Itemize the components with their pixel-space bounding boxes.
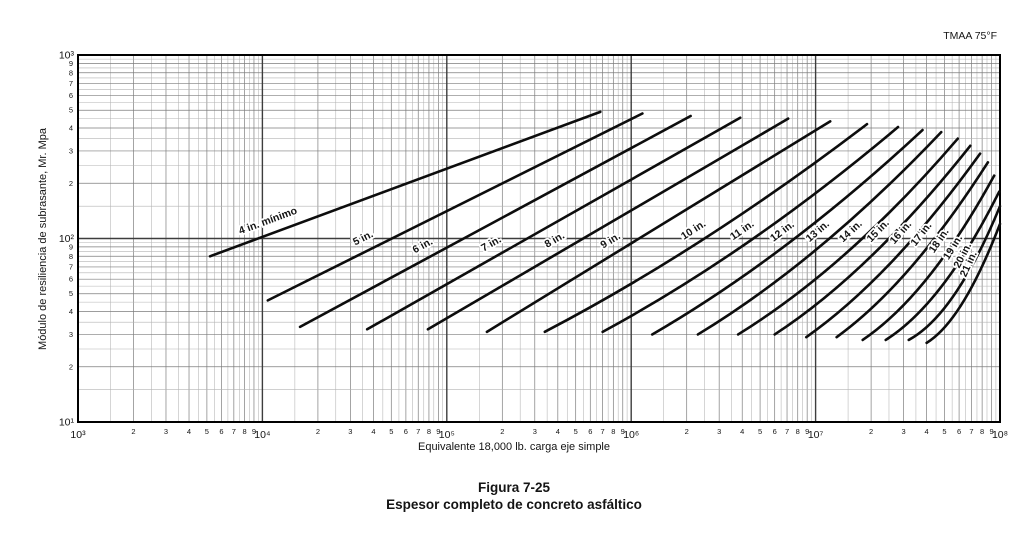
x-tick-label: 8	[611, 427, 615, 436]
x-tick-label: 2	[316, 427, 320, 436]
thickness-curve-12	[804, 152, 982, 339]
thickness-curve-7	[601, 125, 900, 334]
x-tick-label: 7	[601, 427, 605, 436]
y-tick-label: 4	[69, 307, 73, 316]
y-tick-label: 7	[69, 262, 73, 271]
x-tick-label: 8	[796, 427, 800, 436]
x-tick-label: 6	[773, 427, 777, 436]
y-decade-label: 10¹	[59, 417, 75, 429]
x-tick-label: 8	[242, 427, 246, 436]
plot-border	[77, 54, 1001, 423]
y-tick-label: 8	[69, 68, 73, 77]
y-tick-label: 7	[69, 79, 73, 88]
x-tick-label: 3	[717, 427, 721, 436]
x-tick-label: 5	[389, 427, 393, 436]
x-tick-label: 4	[371, 427, 375, 436]
thickness-curve-14	[861, 174, 996, 342]
x-tick-label: 4	[925, 427, 929, 436]
x-tick-label: 3	[901, 427, 905, 436]
x-tick-label: 2	[869, 427, 873, 436]
thickness-curve-3	[365, 116, 742, 331]
y-tick-label: 9	[69, 59, 73, 68]
y-tick-label: 8	[69, 252, 73, 261]
thickness-curve-4	[426, 117, 790, 331]
y-tick-label: 3	[69, 146, 73, 155]
x-decade-label: 10⁵	[439, 429, 455, 441]
x-tick-label: 7	[969, 427, 973, 436]
y-decade-label: 10²	[59, 233, 75, 245]
thickness-curve-8	[650, 128, 924, 336]
x-tick-label: 5	[942, 427, 946, 436]
x-tick-label: 9	[989, 427, 993, 436]
x-tick-label: 3	[533, 427, 537, 436]
x-tick-label: 7	[785, 427, 789, 436]
x-tick-label: 6	[404, 427, 408, 436]
thickness-curve-15	[884, 190, 1001, 342]
thickness-curve-13	[835, 161, 990, 339]
thickness-curve-11	[773, 144, 972, 336]
x-tick-label: 5	[574, 427, 578, 436]
x-tick-label: 9	[805, 427, 809, 436]
thickness-curve-16	[907, 204, 1002, 342]
y-tick-label: 5	[69, 106, 73, 115]
y-tick-label: 6	[69, 91, 73, 100]
x-decade-label: 10⁸	[992, 429, 1008, 441]
thickness-curve-9	[696, 130, 943, 336]
x-tick-label: 9	[621, 427, 625, 436]
x-tick-label: 2	[685, 427, 689, 436]
figure-title: Figura 7-25	[478, 480, 551, 495]
thickness-curves	[208, 110, 1002, 345]
y-tick-label: 2	[69, 179, 73, 188]
x-tick-label: 4	[740, 427, 744, 436]
tmaa-note: TMAA 75°F	[943, 30, 997, 42]
y-tick-label: 4	[69, 124, 73, 133]
y-decade-label: 10³	[59, 50, 75, 62]
x-tick-label: 6	[588, 427, 592, 436]
x-tick-label: 2	[131, 427, 135, 436]
x-tick-label: 9	[252, 427, 256, 436]
thickness-curve-17	[925, 222, 1002, 345]
y-axis-title: Módulo de resiliencia de subrasante, Mr.…	[37, 127, 49, 350]
x-tick-label: 3	[164, 427, 168, 436]
x-decade-label: 10³	[70, 429, 86, 441]
thickness-curve-0	[208, 110, 602, 258]
x-decade-label: 10⁴	[254, 429, 270, 441]
x-tick-label: 4	[556, 427, 560, 436]
y-tick-label: 5	[69, 289, 73, 298]
y-tick-label: 3	[69, 330, 73, 339]
thickness-curve-5	[485, 120, 832, 334]
x-tick-label: 8	[427, 427, 431, 436]
x-decade-label: 10⁶	[623, 429, 639, 441]
x-tick-label: 7	[232, 427, 236, 436]
x-tick-label: 5	[758, 427, 762, 436]
y-tick-label: 2	[69, 362, 73, 371]
figure-subtitle: Espesor completo de concreto asfáltico	[386, 497, 642, 512]
x-tick-label: 5	[205, 427, 209, 436]
x-tick-label: 4	[187, 427, 191, 436]
thickness-curve-10	[736, 137, 960, 336]
x-tick-label: 2	[500, 427, 504, 436]
x-tick-label: 3	[348, 427, 352, 436]
thickness-curve-6	[543, 122, 869, 334]
x-axis-title: Equivalente 18,000 lb. carga eje simple	[418, 441, 610, 453]
x-tick-label: 6	[219, 427, 223, 436]
x-tick-label: 6	[957, 427, 961, 436]
thickness-curve-2	[298, 114, 692, 329]
x-tick-label: 7	[416, 427, 420, 436]
y-tick-label: 9	[69, 242, 73, 251]
y-tick-label: 6	[69, 275, 73, 284]
thickness-curve-1	[266, 112, 644, 302]
x-tick-label: 8	[980, 427, 984, 436]
x-decade-label: 10⁷	[808, 429, 824, 441]
x-tick-label: 9	[436, 427, 440, 436]
